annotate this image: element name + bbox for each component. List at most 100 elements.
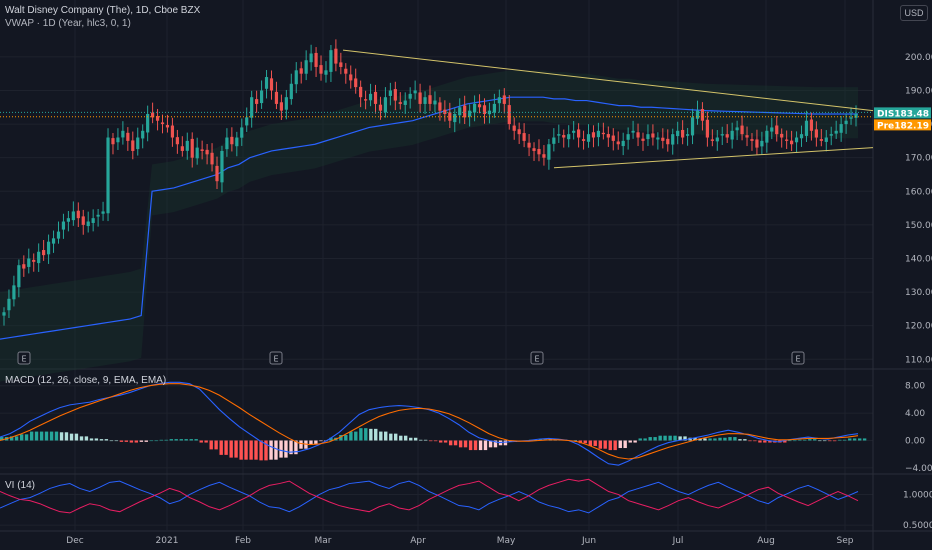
macd-histogram-bar bbox=[738, 439, 742, 441]
candle-body-73 bbox=[364, 99, 368, 101]
candle-body-116 bbox=[577, 129, 581, 138]
candle-body-82 bbox=[408, 93, 412, 99]
macd-histogram-bar bbox=[114, 440, 119, 442]
candle-body-52 bbox=[259, 90, 264, 104]
candle-body-35 bbox=[175, 137, 179, 145]
candle-body-122 bbox=[606, 134, 610, 138]
macd-histogram-bar bbox=[29, 431, 34, 441]
candle-body-68 bbox=[339, 62, 343, 67]
candle-body-94 bbox=[468, 110, 472, 117]
upper-trendline bbox=[342, 49, 874, 112]
candle-body-20 bbox=[101, 211, 105, 214]
candle-body-19 bbox=[96, 214, 100, 217]
candle-body-127 bbox=[631, 130, 635, 133]
macd-histogram-bar bbox=[698, 438, 702, 441]
macd-histogram-bar bbox=[139, 440, 144, 442]
macd-histogram-bar bbox=[822, 440, 827, 442]
earnings-marker-icon bbox=[17, 351, 31, 365]
macd-histogram-bar bbox=[403, 435, 408, 441]
macd-histogram-bar bbox=[224, 440, 228, 455]
macd-histogram-bar bbox=[613, 440, 617, 451]
macd-histogram-bar bbox=[448, 440, 453, 446]
candle-body-46 bbox=[230, 136, 234, 145]
macd-histogram-bar bbox=[199, 440, 203, 443]
candle-body-152 bbox=[755, 139, 759, 148]
macd-histogram-bar bbox=[344, 435, 348, 441]
macd-histogram-bar bbox=[429, 440, 433, 442]
candle-body-57 bbox=[284, 97, 288, 110]
currency-unit-button[interactable]: USD bbox=[900, 5, 928, 21]
macd-histogram-bar bbox=[573, 440, 577, 442]
macd-histogram-bar bbox=[279, 440, 283, 458]
earnings-marker-icon bbox=[530, 351, 544, 365]
macd-histogram-bar bbox=[184, 439, 188, 441]
macd-histogram-bar bbox=[179, 439, 183, 441]
price-tick-5: 160.00 bbox=[905, 187, 932, 197]
candle-body-113 bbox=[562, 135, 566, 138]
macd-histogram-bar bbox=[204, 440, 208, 443]
candle-body-59 bbox=[294, 70, 298, 85]
macd-histogram-bar bbox=[174, 439, 178, 441]
macd-histogram-bar bbox=[578, 440, 583, 444]
macd-histogram-bar bbox=[673, 435, 677, 441]
x-tick-7: Jul bbox=[672, 536, 684, 546]
candle-body-23 bbox=[116, 137, 120, 143]
macd-histogram-bar bbox=[149, 440, 154, 442]
macd-histogram-bar bbox=[24, 434, 29, 441]
candle-body-42 bbox=[210, 152, 214, 165]
candle-body-170 bbox=[844, 120, 848, 125]
candle-body-4 bbox=[22, 264, 26, 269]
candle-body-109 bbox=[542, 154, 546, 158]
candle-body-54 bbox=[269, 78, 274, 91]
vi-tick-1: 0.5000 bbox=[903, 521, 932, 531]
macd-signal-line bbox=[0, 383, 859, 460]
candle-body-63 bbox=[314, 52, 318, 67]
candle-body-84 bbox=[418, 92, 422, 104]
macd-histogram-bar bbox=[119, 440, 124, 442]
candle-body-39 bbox=[195, 147, 199, 159]
candle-body-49 bbox=[245, 117, 249, 126]
macd-histogram-bar bbox=[438, 440, 443, 443]
candle-body-111 bbox=[552, 137, 556, 144]
candle-body-92 bbox=[458, 107, 462, 116]
candle-body-172 bbox=[854, 114, 858, 118]
macd-histogram-bar bbox=[538, 439, 543, 441]
macd-histogram-bar bbox=[693, 437, 697, 441]
macd-histogram-bar bbox=[124, 440, 129, 442]
candle-body-44 bbox=[220, 150, 224, 183]
prev-price-tag-symbol: Pre bbox=[877, 121, 894, 131]
macd-histogram-bar bbox=[34, 431, 39, 441]
candle-body-7 bbox=[37, 251, 41, 264]
macd-histogram-bar bbox=[618, 440, 622, 449]
macd-histogram-bar bbox=[384, 431, 388, 441]
macd-histogram-bar bbox=[508, 440, 513, 442]
macd-histogram-bar bbox=[359, 428, 363, 441]
candle-body-25 bbox=[126, 132, 130, 141]
macd-histogram-bar bbox=[768, 440, 772, 443]
macd-histogram-bar bbox=[503, 440, 508, 446]
macd-histogram-bar bbox=[374, 428, 378, 441]
macd-histogram-bar bbox=[478, 440, 483, 451]
macd-histogram-bar bbox=[728, 437, 732, 441]
candle-body-81 bbox=[403, 100, 407, 105]
candle-body-129 bbox=[641, 138, 645, 141]
candle-body-80 bbox=[398, 102, 402, 104]
candle-body-48 bbox=[240, 127, 244, 138]
candle-body-121 bbox=[601, 132, 605, 135]
macd-histogram-bar bbox=[643, 438, 647, 441]
macd-histogram-bar bbox=[648, 437, 652, 441]
macd-histogram-bar bbox=[54, 431, 59, 441]
candle-body-5 bbox=[27, 258, 31, 267]
candle-body-114 bbox=[567, 134, 571, 140]
macd-histogram-bar bbox=[364, 428, 368, 441]
candle-body-64 bbox=[319, 65, 323, 74]
macd-histogram-bar bbox=[638, 438, 642, 441]
candle-body-18 bbox=[91, 218, 95, 223]
last-price-tag bbox=[874, 107, 931, 119]
candle-body-157 bbox=[780, 133, 784, 138]
candle-body-47 bbox=[235, 137, 239, 147]
candle-body-6 bbox=[32, 259, 36, 262]
prev-price-tag bbox=[874, 119, 931, 131]
candle-body-85 bbox=[423, 97, 427, 104]
